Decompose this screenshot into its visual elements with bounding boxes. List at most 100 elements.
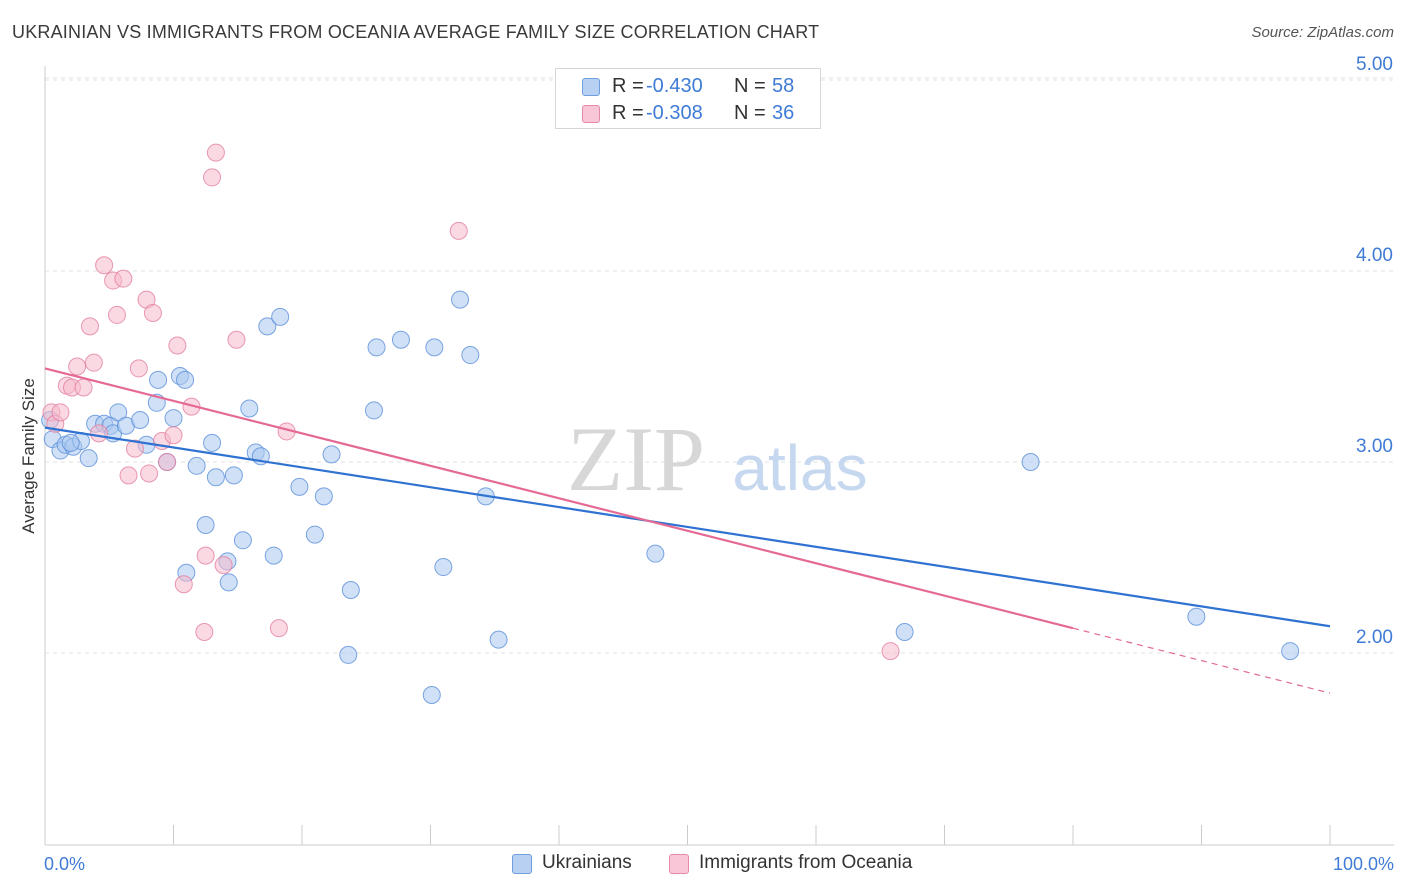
data-point: [449, 221, 468, 240]
data-point: [227, 330, 246, 349]
trend-line-oceania-extension: [1072, 627, 1331, 694]
data-point: [95, 256, 114, 275]
data-point: [203, 168, 222, 187]
data-point: [895, 622, 914, 641]
data-point: [119, 466, 138, 485]
data-point: [168, 336, 187, 355]
data-point: [114, 269, 133, 288]
data-point: [61, 433, 80, 452]
legend-label: Ukrainians: [542, 852, 632, 873]
data-point: [214, 556, 233, 575]
data-point: [129, 359, 148, 378]
data-point: [322, 445, 341, 464]
data-point: [131, 410, 150, 429]
data-point: [367, 338, 386, 357]
data-point: [68, 357, 87, 376]
data-point: [339, 645, 358, 664]
data-point: [80, 317, 99, 336]
data-point: [1281, 642, 1300, 661]
source-label: Source: ZipAtlas.com: [1251, 24, 1394, 41]
data-point: [425, 338, 444, 357]
data-point: [219, 573, 238, 592]
data-point: [224, 466, 243, 485]
trend-line-ukrainians: [44, 426, 1331, 628]
data-point: [51, 403, 70, 422]
data-point: [364, 401, 383, 420]
data-point: [290, 477, 309, 496]
points-layer: [41, 143, 1300, 705]
n-value: 36: [772, 102, 795, 124]
r-label: R =: [612, 102, 644, 124]
n-value: 58: [772, 75, 795, 97]
chart-title: UKRAINIAN VS IMMIGRANTS FROM OCEANIA AVE…: [12, 22, 820, 42]
data-point: [158, 453, 177, 471]
data-point: [258, 317, 277, 336]
r-label: R =: [612, 75, 644, 97]
data-point: [489, 630, 508, 649]
r-value: -0.308: [646, 102, 703, 124]
r-value: -0.430: [646, 75, 703, 97]
data-point: [125, 439, 144, 458]
data-point: [74, 378, 93, 397]
trend-layer: [44, 367, 1331, 694]
data-point: [107, 305, 126, 324]
data-point: [196, 546, 215, 565]
data-point: [422, 686, 441, 705]
correlation-legend: R = -0.430 N = 58 R = -0.308 N = 36: [555, 68, 821, 129]
data-point: [314, 487, 333, 506]
data-point: [195, 622, 214, 641]
data-point: [164, 426, 183, 445]
n-label: N =: [734, 102, 766, 124]
watermark-zip: ZIP: [567, 408, 705, 510]
n-label: N =: [734, 75, 766, 97]
data-point: [164, 409, 183, 428]
grid-layer: [45, 77, 1394, 654]
data-point: [196, 516, 215, 535]
data-point: [233, 531, 252, 550]
data-point: [149, 370, 168, 389]
data-point: [89, 424, 108, 443]
data-point: [206, 468, 225, 487]
data-point: [305, 525, 324, 544]
data-point: [174, 575, 193, 594]
data-point: [451, 290, 470, 309]
axis-layer: 2.00 3.00 4.00 5.00 0.0% 100.0%: [44, 54, 1394, 874]
data-point: [109, 403, 128, 422]
trend-line-oceania: [44, 367, 1074, 630]
data-point: [271, 307, 290, 326]
x-tick-label: 0.0%: [44, 854, 85, 874]
data-point: [391, 330, 410, 349]
y-axis-label: Average Family Size: [19, 378, 38, 534]
data-point: [881, 642, 900, 661]
legend-label: Immigrants from Oceania: [699, 852, 913, 873]
pink-swatch-icon: [582, 105, 600, 123]
data-point: [240, 399, 259, 418]
data-point: [187, 456, 206, 475]
y-tick-label: 2.00: [1356, 627, 1393, 648]
x-tick-label: 100.0%: [1333, 854, 1394, 874]
data-point: [140, 464, 159, 483]
series-oceania: [42, 143, 900, 661]
data-point: [1021, 453, 1040, 471]
pink-swatch-icon: [669, 854, 689, 874]
data-point: [434, 558, 453, 577]
data-point: [1187, 607, 1206, 626]
data-point: [341, 580, 360, 599]
y-tick-label: 4.00: [1356, 245, 1393, 266]
data-point: [646, 544, 665, 563]
blue-swatch-icon: [512, 854, 532, 874]
y-tick-label: 3.00: [1356, 436, 1393, 457]
data-point: [206, 143, 225, 162]
watermark: ZIP atlas: [567, 408, 868, 510]
data-point: [264, 546, 283, 565]
data-point: [79, 449, 98, 468]
data-point: [203, 433, 222, 452]
blue-swatch-icon: [582, 78, 600, 96]
data-point: [176, 370, 195, 389]
data-point: [269, 619, 288, 638]
y-tick-label: 5.00: [1356, 54, 1393, 75]
data-point: [143, 304, 162, 323]
data-point: [461, 346, 480, 365]
watermark-atlas: atlas: [732, 432, 867, 504]
